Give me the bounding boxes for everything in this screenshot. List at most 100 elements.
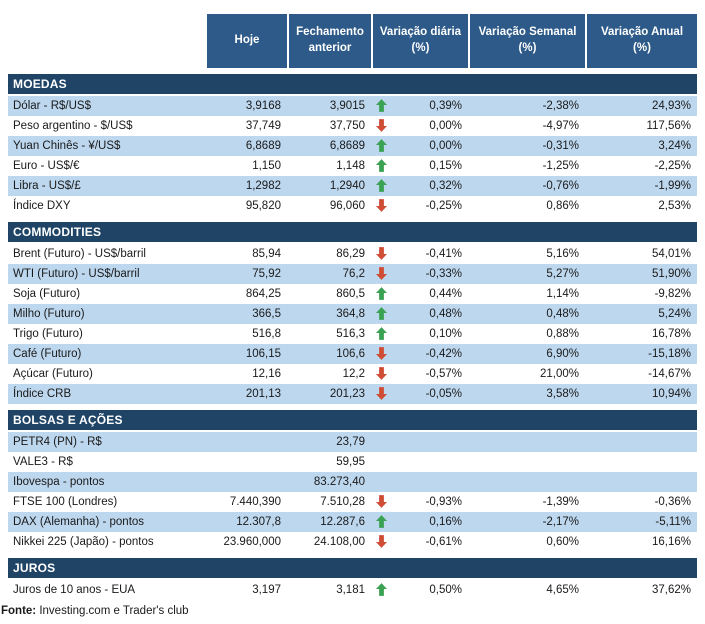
fechamento-value: 6,8689 bbox=[329, 140, 365, 152]
table-row: Yuan Chinês - ¥/US$ 6,8689 6,8689 0,00% -0,3… bbox=[8, 136, 697, 156]
variacao-anual-value: 2,53% bbox=[658, 200, 691, 212]
variacao-diaria-value: 0,16% bbox=[371, 512, 468, 532]
variacao-anual-value bbox=[585, 472, 697, 492]
variacao-diaria-value bbox=[371, 452, 468, 472]
hoje-value bbox=[205, 472, 287, 492]
hoje-value: 201,13 bbox=[245, 388, 281, 400]
variacao-semanal-value: -2,17% bbox=[542, 516, 579, 528]
hoje-value: 864,25 bbox=[245, 288, 281, 300]
up-arrow-icon bbox=[376, 515, 387, 528]
row-label: Yuan Chinês - ¥/US$ bbox=[13, 140, 121, 152]
table-header-row: Hoje Fechamento anterior Variação diária… bbox=[8, 14, 697, 68]
row-label: FTSE 100 (Londres) bbox=[13, 496, 118, 508]
variacao-diaria-value: 0,00% bbox=[371, 136, 468, 156]
hoje-value: 516,8 bbox=[252, 328, 281, 340]
fechamento-value: 201,23 bbox=[329, 388, 365, 400]
hoje-value: 85,94 bbox=[252, 248, 281, 260]
up-arrow-icon bbox=[376, 287, 387, 300]
table-row: Euro - US$/€ 1,150 1,148 0,15% -1,25% -2,25% bbox=[8, 156, 697, 176]
up-arrow-icon bbox=[376, 583, 387, 596]
hoje-value: 1,2982 bbox=[245, 180, 281, 192]
down-arrow-icon bbox=[376, 119, 387, 132]
table-row: Juros de 10 anos - EUA 3,197 3,181 0,50% 4,6… bbox=[8, 580, 697, 600]
variacao-semanal-value: 5,16% bbox=[546, 248, 579, 260]
fechamento-value: 59,95 bbox=[336, 456, 365, 468]
row-label: Índice CRB bbox=[13, 388, 72, 400]
down-arrow-icon bbox=[376, 247, 387, 260]
table-row: Café (Futuro) 106,15 106,6 -0,42% 6,90% -15,1… bbox=[8, 344, 697, 364]
hoje-value: 75,92 bbox=[252, 268, 281, 280]
down-arrow-icon bbox=[376, 347, 387, 360]
variacao-semanal-value: 0,48% bbox=[546, 308, 579, 320]
row-label: Açúcar (Futuro) bbox=[13, 368, 93, 380]
row-label: Euro - US$/€ bbox=[13, 160, 80, 172]
hoje-value bbox=[205, 432, 287, 452]
hoje-value: 106,15 bbox=[245, 348, 281, 360]
up-arrow-icon bbox=[376, 159, 387, 172]
table-row: FTSE 100 (Londres) 7.440,390 7.510,28 -0,93… bbox=[8, 492, 697, 512]
variacao-diaria-value: -0,41% bbox=[371, 244, 468, 264]
variacao-diaria-value bbox=[371, 472, 468, 492]
variacao-anual-value: -15,18% bbox=[648, 348, 691, 360]
source-label: Fonte: bbox=[1, 605, 37, 617]
variacao-diaria-value: -0,33% bbox=[371, 264, 468, 284]
up-arrow-icon bbox=[376, 139, 387, 152]
fechamento-value: 76,2 bbox=[342, 268, 365, 280]
variacao-anual-value: 117,56% bbox=[646, 120, 691, 132]
table-row: Brent (Futuro) - US$/barril 85,94 86,29 -0,… bbox=[8, 244, 697, 264]
hoje-value: 1,150 bbox=[252, 160, 281, 172]
fechamento-value: 3,9015 bbox=[329, 100, 365, 112]
fechamento-value: 86,29 bbox=[336, 248, 365, 260]
variacao-semanal-value: 0,86% bbox=[546, 200, 579, 212]
up-arrow-icon bbox=[376, 307, 387, 320]
table-row: PETR4 (PN) - R$ 23,79 bbox=[8, 432, 697, 452]
table-row: Nikkei 225 (Japão) - pontos 23.960,000 24.… bbox=[8, 532, 697, 552]
table-row: DAX (Alemanha) - pontos 12.307,8 12.287,6 0… bbox=[8, 512, 697, 532]
column-header-variacao-anual: Variação Anual (%) bbox=[585, 14, 697, 68]
variacao-diaria-value: 0,44% bbox=[371, 284, 468, 304]
variacao-semanal-value: 5,27% bbox=[546, 268, 579, 280]
row-label: Trigo (Futuro) bbox=[13, 328, 83, 340]
variacao-anual-value: 16,78% bbox=[651, 328, 691, 340]
variacao-semanal-value bbox=[468, 432, 585, 452]
variacao-semanal-value: 0,88% bbox=[546, 328, 579, 340]
row-label: Peso argentino - $/US$ bbox=[13, 120, 133, 132]
hoje-value: 366,5 bbox=[252, 308, 281, 320]
up-arrow-icon bbox=[376, 327, 387, 340]
hoje-value bbox=[205, 452, 287, 472]
variacao-diaria-value: -0,57% bbox=[371, 364, 468, 384]
variacao-anual-value: 5,24% bbox=[658, 308, 691, 320]
fechamento-value: 24.108,00 bbox=[313, 536, 365, 548]
row-label: Brent (Futuro) - US$/barril bbox=[13, 248, 146, 260]
variacao-diaria-value: 0,00% bbox=[371, 116, 468, 136]
hoje-value: 95,820 bbox=[245, 200, 281, 212]
column-header-variacao-diaria: Variação diária (%) bbox=[371, 14, 468, 68]
table-row: WTI (Futuro) - US$/barril 75,92 76,2 -0,33%… bbox=[8, 264, 697, 284]
table-row: VALE3 - R$ 59,95 bbox=[8, 452, 697, 472]
variacao-diaria-value: 0,32% bbox=[371, 176, 468, 196]
variacao-anual-value: 54,01% bbox=[651, 248, 691, 260]
fechamento-value: 860,5 bbox=[336, 288, 365, 300]
fechamento-value: 12,2 bbox=[342, 368, 365, 380]
down-arrow-icon bbox=[376, 267, 387, 280]
row-label: Nikkei 225 (Japão) - pontos bbox=[13, 536, 154, 548]
fechamento-value: 83.273,40 bbox=[313, 476, 365, 488]
variacao-diaria-value: 0,39% bbox=[371, 96, 468, 116]
variacao-diaria-value: -0,42% bbox=[371, 344, 468, 364]
hoje-value: 6,8689 bbox=[245, 140, 281, 152]
market-report: Hoje Fechamento anterior Variação diária… bbox=[8, 14, 697, 600]
table-row: Trigo (Futuro) 516,8 516,3 0,10% 0,88% 16,78% bbox=[8, 324, 697, 344]
variacao-semanal-value: 1,14% bbox=[546, 288, 579, 300]
fechamento-value: 516,3 bbox=[336, 328, 365, 340]
row-label: Índice DXY bbox=[13, 200, 71, 212]
table-row: Peso argentino - $/US$ 37,749 37,750 0,00% -… bbox=[8, 116, 697, 136]
variacao-semanal-value: -1,39% bbox=[542, 496, 579, 508]
up-arrow-icon bbox=[376, 99, 387, 112]
variacao-anual-value: 10,94% bbox=[651, 388, 691, 400]
table-row: Milho (Futuro) 366,5 364,8 0,48% 0,48% 5,24% bbox=[8, 304, 697, 324]
row-label: Libra - US$/£ bbox=[13, 180, 81, 192]
hoje-value: 7.440,390 bbox=[229, 496, 281, 508]
down-arrow-icon bbox=[376, 199, 387, 212]
table-row: Dólar - R$/US$ 3,9168 3,9015 0,39% -2,38% 24,… bbox=[8, 96, 697, 116]
variacao-semanal-value: -4,97% bbox=[542, 120, 579, 132]
